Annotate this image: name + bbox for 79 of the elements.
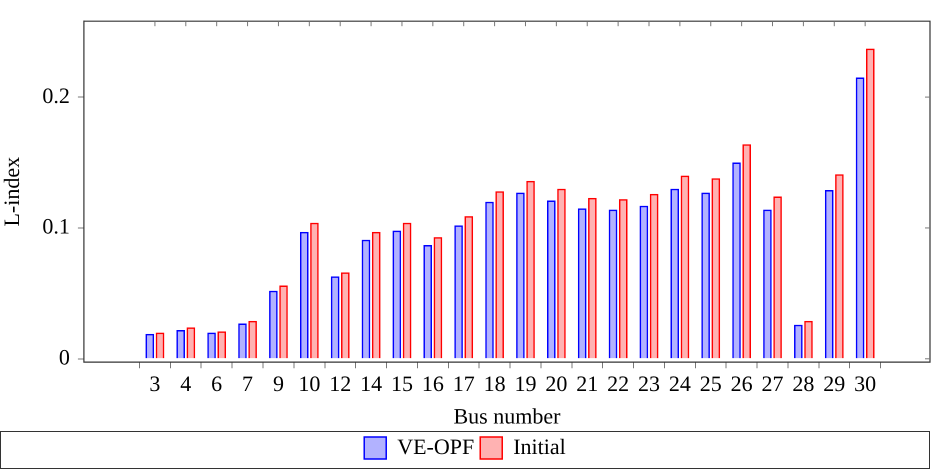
bar bbox=[362, 240, 370, 358]
x-tick-label: 16 bbox=[422, 371, 444, 396]
bar bbox=[856, 77, 864, 358]
bar bbox=[423, 244, 432, 358]
bar bbox=[712, 178, 720, 358]
bar bbox=[186, 327, 196, 358]
bar bbox=[341, 272, 350, 358]
x-tick-label: 10 bbox=[298, 371, 320, 396]
bar bbox=[650, 194, 658, 358]
x-tick-label: 23 bbox=[638, 371, 660, 396]
x-tick-label: 26 bbox=[730, 371, 753, 396]
legend-label: Initial bbox=[513, 434, 566, 459]
x-tick-label: 29 bbox=[823, 371, 846, 396]
bar bbox=[464, 216, 474, 358]
x-tick-label: 15 bbox=[390, 371, 413, 396]
bar bbox=[866, 48, 875, 358]
bar bbox=[238, 323, 247, 358]
x-tick-label: 14 bbox=[360, 371, 382, 396]
legend-label: VE-OPF bbox=[397, 434, 474, 459]
x-tick-label: 24 bbox=[668, 371, 691, 396]
bar bbox=[618, 199, 628, 358]
bar bbox=[763, 210, 772, 358]
x-tick-label: 25 bbox=[700, 371, 722, 396]
bar bbox=[804, 320, 813, 358]
x-tick-label: 28 bbox=[792, 371, 814, 396]
x-tick-label: 30 bbox=[854, 371, 876, 396]
bar bbox=[372, 232, 380, 358]
x-tick-label: 17 bbox=[452, 371, 475, 396]
bar bbox=[207, 332, 216, 358]
bar bbox=[680, 176, 690, 358]
bar bbox=[526, 180, 535, 358]
bar bbox=[402, 222, 412, 358]
bar bbox=[330, 276, 340, 358]
bar bbox=[794, 324, 803, 358]
x-tick-label: 7 bbox=[242, 371, 254, 396]
x-tick-label: 6 bbox=[211, 371, 222, 396]
bar bbox=[146, 334, 154, 358]
bar bbox=[269, 290, 278, 358]
bar bbox=[588, 198, 597, 358]
bar bbox=[608, 210, 618, 358]
x-tick-label: 4 bbox=[180, 371, 192, 396]
y-tick-label: 0.1 bbox=[42, 214, 70, 239]
bar bbox=[156, 332, 164, 358]
bar bbox=[248, 320, 257, 358]
bar bbox=[824, 190, 834, 358]
bar bbox=[546, 200, 556, 358]
bar bbox=[516, 192, 525, 358]
bar bbox=[835, 174, 844, 358]
x-tick-label: 22 bbox=[607, 371, 630, 396]
bar bbox=[485, 202, 494, 358]
bar bbox=[773, 196, 782, 358]
bar bbox=[300, 232, 309, 358]
bar bbox=[670, 188, 680, 358]
x-tick-label: 19 bbox=[514, 371, 536, 396]
x-tick-label: 9 bbox=[272, 371, 284, 396]
bar bbox=[434, 237, 442, 358]
bar bbox=[454, 225, 463, 358]
x-tick-label: 21 bbox=[576, 371, 598, 396]
bar bbox=[742, 144, 752, 358]
y-axis-title: L-index bbox=[0, 156, 24, 227]
x-axis-title: Bus number bbox=[453, 404, 562, 429]
bar bbox=[392, 230, 402, 358]
bar bbox=[578, 208, 586, 358]
x-tick-label: 3 bbox=[149, 371, 160, 396]
bar bbox=[732, 162, 741, 358]
bar bbox=[640, 206, 648, 358]
y-tick-label: 0 bbox=[58, 344, 70, 370]
x-tick-label: 20 bbox=[545, 371, 568, 396]
bar bbox=[557, 188, 566, 358]
bar bbox=[218, 331, 226, 358]
bar bbox=[279, 286, 288, 358]
x-tick-label: 27 bbox=[762, 371, 784, 396]
bar bbox=[310, 222, 319, 358]
bar bbox=[701, 192, 710, 358]
x-tick-label: 12 bbox=[329, 371, 352, 396]
bar bbox=[495, 191, 504, 358]
x-tick-label: 18 bbox=[484, 371, 506, 396]
bar bbox=[176, 330, 185, 358]
y-tick-label: 0.2 bbox=[42, 82, 70, 108]
